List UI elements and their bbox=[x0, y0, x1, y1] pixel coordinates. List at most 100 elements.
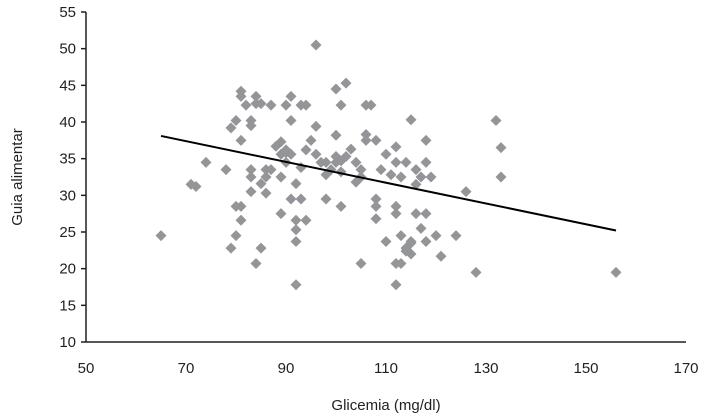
data-point bbox=[220, 164, 232, 176]
data-point bbox=[405, 114, 417, 126]
y-tick-label: 30 bbox=[59, 187, 76, 204]
data-point bbox=[420, 134, 432, 146]
data-point bbox=[235, 200, 247, 212]
data-point bbox=[415, 222, 427, 234]
data-point bbox=[430, 230, 442, 242]
data-point bbox=[405, 248, 417, 260]
data-point bbox=[390, 208, 402, 220]
data-point bbox=[355, 258, 367, 270]
data-point bbox=[395, 171, 407, 183]
data-point bbox=[410, 208, 422, 220]
data-point bbox=[295, 193, 307, 205]
data-point bbox=[365, 99, 377, 111]
data-point bbox=[390, 141, 402, 153]
trendline bbox=[160, 134, 617, 232]
y-tick-label: 50 bbox=[59, 41, 76, 58]
x-tick-label: 110 bbox=[374, 360, 398, 377]
data-point bbox=[230, 230, 242, 242]
data-point bbox=[310, 148, 322, 160]
y-tick-label: 45 bbox=[59, 77, 76, 94]
data-point bbox=[300, 214, 312, 226]
data-point bbox=[345, 143, 357, 155]
data-point bbox=[420, 236, 432, 248]
data-point bbox=[395, 258, 407, 270]
data-point bbox=[355, 164, 367, 176]
data-point bbox=[390, 279, 402, 291]
data-point bbox=[370, 134, 382, 146]
data-point bbox=[265, 99, 277, 111]
data-point bbox=[610, 266, 622, 278]
data-point bbox=[235, 214, 247, 226]
data-point bbox=[155, 230, 167, 242]
y-tick-labels: 10 15 20 25 30 35 40 45 50 55 bbox=[59, 4, 86, 351]
data-point bbox=[290, 178, 302, 190]
data-point bbox=[235, 90, 247, 102]
data-point bbox=[435, 250, 447, 262]
data-points bbox=[155, 39, 622, 291]
data-point bbox=[495, 171, 507, 183]
data-point bbox=[290, 224, 302, 236]
data-point bbox=[395, 230, 407, 242]
data-point bbox=[375, 164, 387, 176]
data-point bbox=[335, 200, 347, 212]
data-point bbox=[410, 178, 422, 190]
data-point bbox=[400, 245, 412, 257]
data-point bbox=[380, 236, 392, 248]
data-point bbox=[225, 242, 237, 254]
data-point bbox=[470, 266, 482, 278]
data-point bbox=[380, 148, 392, 160]
data-point bbox=[245, 171, 257, 183]
data-point bbox=[260, 187, 272, 199]
y-tick-label: 10 bbox=[59, 334, 76, 351]
y-tick-label: 15 bbox=[59, 297, 76, 314]
data-point bbox=[285, 115, 297, 127]
data-point bbox=[245, 115, 257, 127]
data-point bbox=[360, 134, 372, 146]
data-point bbox=[420, 208, 432, 220]
data-point bbox=[400, 156, 412, 168]
data-point bbox=[300, 144, 312, 156]
data-point bbox=[330, 83, 342, 95]
data-point bbox=[285, 193, 297, 205]
data-point bbox=[495, 142, 507, 154]
y-tick-label: 40 bbox=[59, 114, 76, 131]
data-point bbox=[290, 214, 302, 226]
data-point bbox=[250, 90, 262, 102]
data-point bbox=[460, 186, 472, 198]
y-tick-label: 55 bbox=[59, 4, 76, 21]
data-point bbox=[385, 169, 397, 181]
data-point bbox=[390, 156, 402, 168]
data-point bbox=[330, 129, 342, 141]
data-point bbox=[390, 200, 402, 212]
data-point bbox=[285, 90, 297, 102]
data-point bbox=[340, 150, 352, 162]
data-point bbox=[340, 77, 352, 89]
data-point bbox=[250, 258, 262, 270]
data-point bbox=[450, 230, 462, 242]
data-point bbox=[240, 99, 252, 111]
data-point bbox=[490, 115, 502, 127]
data-point bbox=[310, 120, 322, 132]
data-point bbox=[275, 208, 287, 220]
data-point bbox=[370, 193, 382, 205]
data-point bbox=[420, 156, 432, 168]
data-point bbox=[245, 186, 257, 198]
data-point bbox=[310, 39, 322, 51]
data-point bbox=[320, 193, 332, 205]
data-point bbox=[225, 122, 237, 134]
x-tick-label: 170 bbox=[673, 360, 698, 377]
x-tick-label: 50 bbox=[78, 360, 95, 377]
data-point bbox=[335, 99, 347, 111]
data-point bbox=[280, 99, 292, 111]
data-point bbox=[200, 156, 212, 168]
y-axis-title: Guia alimentar bbox=[9, 128, 26, 226]
data-point bbox=[425, 171, 437, 183]
data-point bbox=[290, 236, 302, 248]
x-tick-label: 90 bbox=[278, 360, 295, 377]
data-point bbox=[290, 279, 302, 291]
data-point bbox=[255, 242, 267, 254]
data-point bbox=[350, 156, 362, 168]
x-axis-title: Glicemia (mg/dl) bbox=[331, 397, 440, 414]
y-tick-label: 20 bbox=[59, 261, 76, 278]
